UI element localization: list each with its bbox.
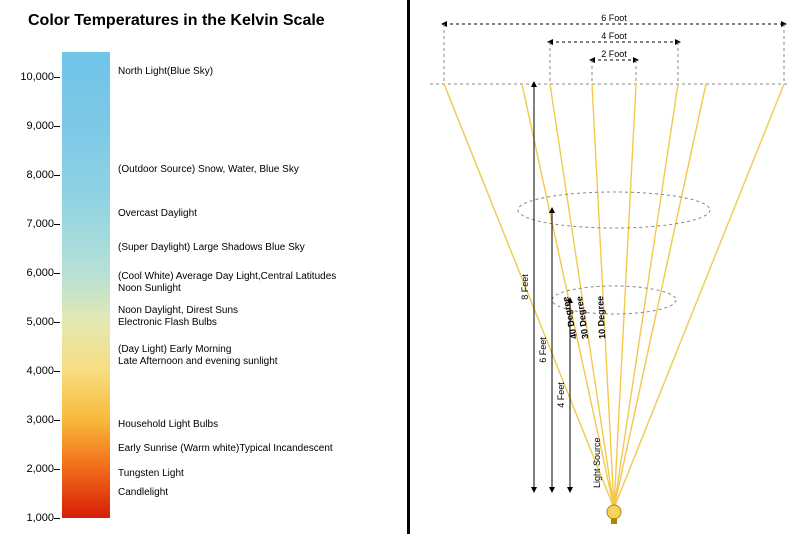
kelvin-annotation: Candlelight bbox=[118, 487, 168, 499]
beam-diagram-svg: 10 Degree30 Degree40 Degree4 Feet6 Feet8… bbox=[410, 0, 800, 534]
kelvin-annotation: Overcast Daylight bbox=[118, 208, 197, 220]
kelvin-annotation: North Light(Blue Sky) bbox=[118, 66, 213, 78]
axis-tick-label: 2,000 bbox=[26, 463, 54, 475]
axis-tick-label: 6,000 bbox=[26, 267, 54, 279]
kelvin-scale-panel: Color Temperatures in the Kelvin Scale 1… bbox=[0, 0, 410, 534]
axis-tick-label: 10,000 bbox=[20, 71, 54, 83]
distance-label: 4 Feet bbox=[556, 382, 566, 408]
kelvin-annotation: (Outdoor Source) Snow, Water, Blue Sky bbox=[118, 164, 299, 176]
spread-label: 4 Foot bbox=[601, 31, 627, 41]
axis-tick-label: 4,000 bbox=[26, 365, 54, 377]
spread-label: 2 Foot bbox=[601, 49, 627, 59]
distance-label: 6 Feet bbox=[538, 337, 548, 363]
kelvin-axis: 10,000 9,000 8,000 7,000 6,000 5,000 4,000 3,00… bbox=[0, 52, 58, 518]
axis-tick-label: 8,000 bbox=[26, 169, 54, 181]
axis-tick-label: 7,000 bbox=[26, 218, 54, 230]
kelvin-annotation: Noon Daylight, Direst Suns Electronic Fl… bbox=[118, 305, 238, 329]
kelvin-annotation: (Cool White) Average Day Light,Central L… bbox=[118, 271, 336, 295]
spread-label: 6 Foot bbox=[601, 13, 627, 23]
kelvin-annotation: Early Sunrise (Warm white)Typical Incand… bbox=[118, 443, 333, 455]
distance-label: 8 Feet bbox=[520, 274, 530, 300]
kelvin-gradient-bar bbox=[62, 52, 110, 518]
kelvin-annotation: Household Light Bulbs bbox=[118, 419, 218, 431]
light-source-label: Light Source bbox=[592, 437, 602, 488]
axis-tick-label: 3,000 bbox=[26, 414, 54, 426]
axis-tick-label: 5,000 bbox=[26, 316, 54, 328]
beam-degree-label: 10 Degree bbox=[595, 296, 607, 339]
kelvin-title: Color Temperatures in the Kelvin Scale bbox=[28, 12, 325, 30]
axis-tick-label: 1,000 bbox=[26, 512, 54, 524]
kelvin-annotation: Tungsten Light bbox=[118, 468, 184, 480]
kelvin-annotation: (Day Light) Early Morning Late Afternoon… bbox=[118, 344, 278, 368]
axis-tick-label: 9,000 bbox=[26, 120, 54, 132]
kelvin-annotations: North Light(Blue Sky) (Outdoor Source) Sn… bbox=[118, 52, 403, 518]
beam-spread-panel: 10 Degree30 Degree40 Degree4 Feet6 Feet8… bbox=[410, 0, 800, 534]
light-source-icon bbox=[607, 505, 621, 524]
kelvin-annotation: (Super Daylight) Large Shadows Blue Sky bbox=[118, 242, 305, 254]
